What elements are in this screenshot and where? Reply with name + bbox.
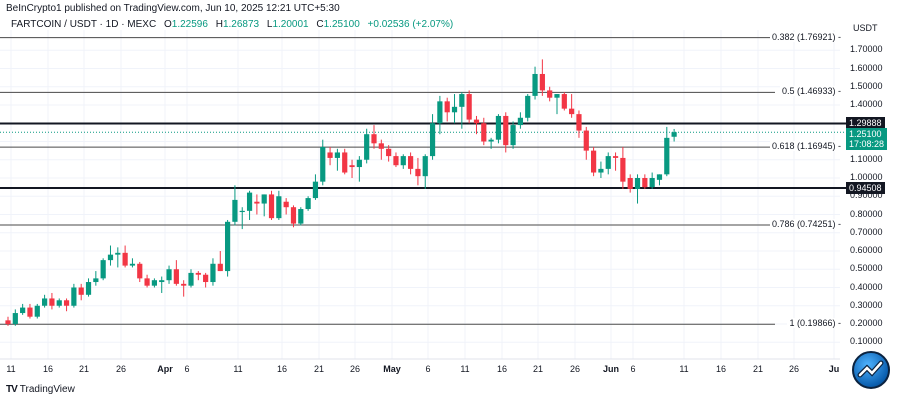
time-tick-label: 21 (752, 364, 764, 374)
price-tick-label: 1.60000 (850, 62, 883, 73)
time-tick-label: 11 (679, 364, 689, 374)
horizontal-levels (0, 37, 846, 325)
price-tick-label: 0.90000 (850, 190, 883, 201)
symbol-legend: FARTCOIN / USDT · 1D · MEXC O1.22596 H1.… (11, 19, 453, 30)
time-tick-label: 26 (569, 364, 581, 374)
price-tick-label: 1.00000 (850, 172, 883, 182)
close-label: C (316, 19, 324, 30)
time-tick-label: 11 (460, 364, 470, 374)
price-axis-unit: USDT (853, 23, 878, 33)
time-tick-label: 26 (115, 364, 127, 374)
time-tick-label: 16 (496, 364, 508, 374)
price-tick-label: 0.60000 (850, 245, 883, 255)
resistance-price-tag: 1.29888 (846, 117, 885, 129)
open-label: O (163, 19, 172, 30)
price-tick-label: 0.50000 (850, 263, 883, 274)
time-tick-label: Ju (828, 364, 840, 374)
time-tick-label: 6 (630, 364, 636, 374)
tradingview-mark-icon: TV (6, 384, 18, 395)
price-tick-label: 1.50000 (850, 80, 883, 91)
fib-level-label: 0.382 (1.76921) - (769, 31, 843, 42)
grid-lines (0, 30, 840, 359)
fib-level-label: 1 (0.19866) - (787, 318, 843, 329)
time-tick-label: 16 (276, 364, 288, 374)
high-label: H (215, 19, 223, 30)
price-tick-label: 1.40000 (850, 99, 883, 109)
time-tick-label: 21 (532, 364, 544, 374)
low-value: 1.20001 (272, 19, 309, 30)
bar-countdown: 17:08:28 (849, 139, 885, 149)
low-label: L (266, 19, 273, 30)
price-tick-label: 0.70000 (850, 226, 883, 237)
fib-level-label: 0.5 (1.46933) - (779, 86, 843, 97)
current-price-tag: 1.25100 17:08:28 (846, 128, 888, 150)
time-tick-label: Apr (157, 364, 173, 374)
price-tick-label: 0.30000 (850, 299, 883, 310)
time-tick-label: Jun (602, 364, 620, 374)
tradingview-brand-text: TradingView (19, 384, 75, 395)
time-tick-label: 16 (715, 364, 727, 374)
time-tick-label: May (383, 364, 401, 374)
price-tick-label: 0.80000 (850, 208, 883, 219)
fib-level-label: 0.786 (0.74251) - (769, 218, 843, 229)
tradingview-logo[interactable]: TV TradingView (6, 384, 75, 395)
time-tick-label: 11 (233, 364, 243, 374)
time-tick-label: 21 (313, 364, 325, 374)
time-tick-label: 21 (78, 364, 90, 374)
current-price-value: 1.25100 (849, 129, 882, 139)
time-tick-label: 6 (184, 364, 190, 374)
price-tick-label: 1.10000 (850, 153, 883, 164)
published-by-text: BeInCrypto1 published on TradingView.com… (6, 3, 340, 14)
time-tick-label: 11 (6, 364, 16, 374)
symbol-title[interactable]: FARTCOIN / USDT · 1D · MEXC (11, 19, 157, 30)
time-tick-label: 6 (425, 364, 431, 374)
open-value: 1.22596 (171, 19, 208, 30)
price-tick-label: 1.70000 (850, 44, 883, 55)
change-value: +0.02536 (+2.07%) (367, 19, 454, 30)
support-price-tag: 0.94508 (846, 182, 885, 194)
beincrypto-badge-icon (852, 351, 890, 389)
time-tick-label: 26 (788, 364, 800, 374)
price-tick-label: 0.40000 (850, 281, 883, 292)
time-tick-label: 26 (349, 364, 361, 374)
close-value: 1.25100 (323, 19, 360, 30)
time-tick-label: 16 (42, 364, 54, 374)
fib-level-label: 0.618 (1.16945) - (769, 141, 843, 152)
price-tick-label: 0.10000 (850, 336, 883, 347)
high-value: 1.26873 (222, 19, 260, 30)
candles (5, 59, 677, 326)
price-tick-label: 0.20000 (850, 318, 883, 328)
